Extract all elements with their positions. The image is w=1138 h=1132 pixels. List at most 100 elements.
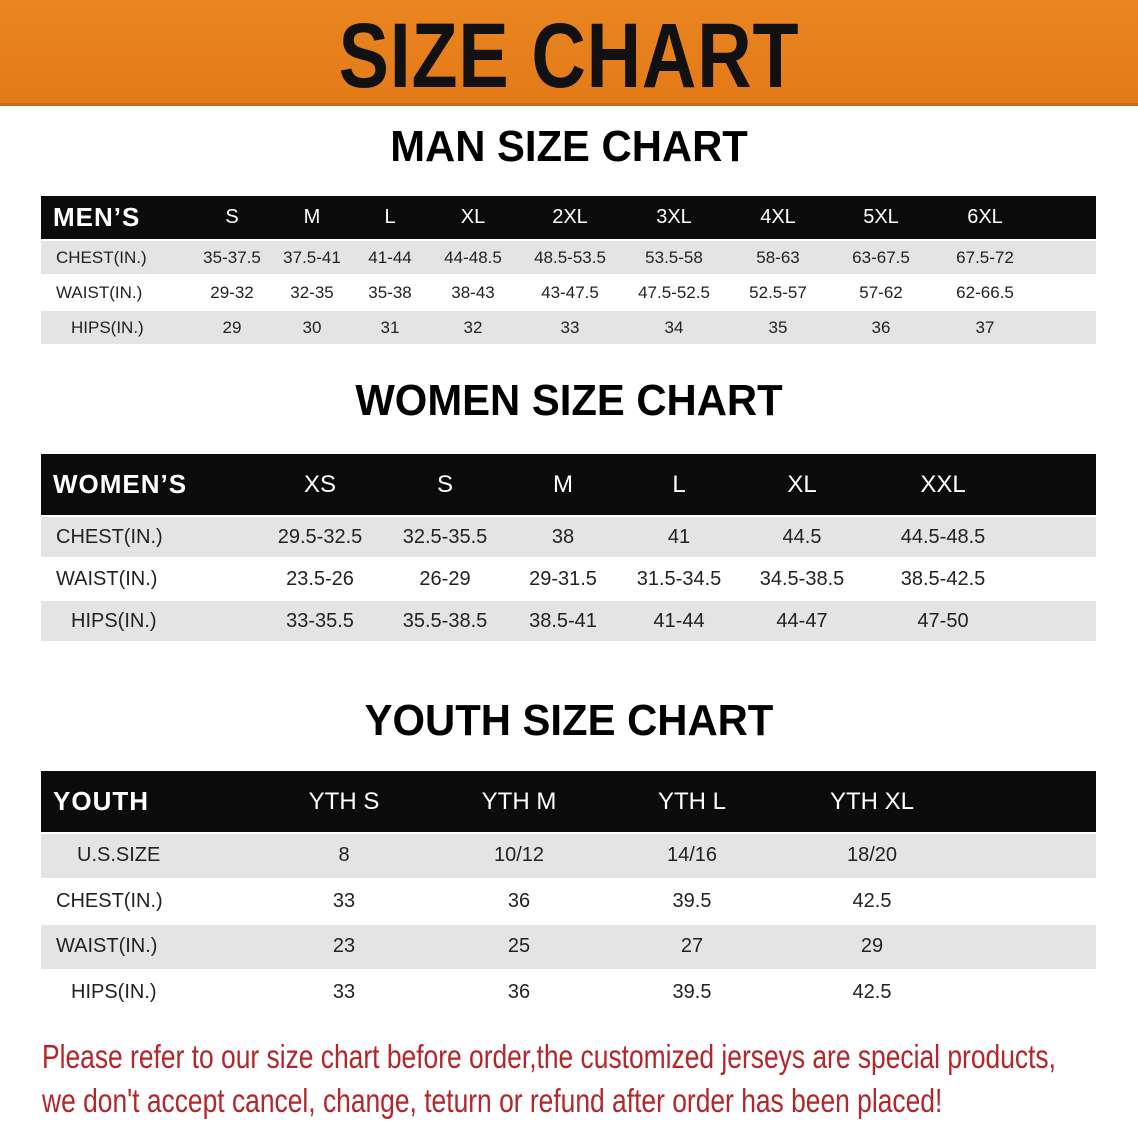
size-header: L (672, 470, 686, 498)
table-cell: 29-32 (210, 282, 254, 302)
disclaimer-line-2: we don't accept cancel, change, teturn o… (42, 1082, 943, 1119)
table-cell: 36 (507, 980, 531, 1003)
table-cell: 29 (222, 317, 242, 337)
table-cell: 48.5-53.5 (534, 247, 606, 267)
table-cell: 29-31.5 (529, 567, 597, 590)
size-header: S (225, 206, 239, 228)
table-row: WAIST(IN.) 23.5-26 26-29 29-31.5 31.5-34.5 34… (41, 559, 1096, 599)
table-title-cell: WOMEN’S (53, 469, 188, 499)
size-header: XXL (920, 470, 966, 498)
table-cell: 23.5-26 (286, 567, 354, 590)
table-cell: 35-37.5 (203, 247, 261, 267)
table-row: CHEST(IN.) 35-37.5 37.5-41 41-44 44-48.5 48.5… (41, 241, 1096, 274)
table-cell: 31 (380, 317, 400, 337)
table-cell: 32 (463, 317, 483, 337)
table-cell: 33 (560, 317, 580, 337)
table-title-cell: YOUTH (53, 786, 149, 816)
size-header: YTH XL (829, 787, 915, 815)
table-cell: 35-38 (368, 282, 412, 302)
table-row: HIPS(IN.) 33 36 39.5 42.5 (41, 970, 1096, 1014)
table-cell: 30 (302, 317, 322, 337)
table-cell: 53.5-58 (645, 247, 703, 267)
women-section-title: WOMEN SIZE CHART (355, 376, 783, 425)
table-row: CHEST(IN.) 33 36 39.5 42.5 (41, 879, 1096, 923)
table-header-row: YOUTH YTH S YTH M YTH L YTH XL (41, 771, 1096, 832)
table-cell: 10/12 (493, 844, 545, 867)
measurement-label: WAIST(IN.) (56, 935, 158, 958)
measurement-label: WAIST(IN.) (56, 282, 143, 302)
table-cell: 47.5-52.5 (638, 282, 710, 302)
table-row: WAIST(IN.) 23 25 27 29 (41, 925, 1096, 969)
table-cell: 27 (680, 935, 704, 958)
table-cell: 35.5-38.5 (402, 609, 488, 632)
table-cell: 41-44 (653, 609, 705, 632)
youth-section-title: YOUTH SIZE CHART (364, 696, 774, 745)
size-header: 2XL (552, 206, 588, 228)
table-cell: 33 (332, 889, 356, 912)
size-header: YTH S (308, 787, 380, 815)
table-cell: 44.5 (782, 525, 822, 548)
table-cell: 38.5-42.5 (900, 567, 986, 590)
table-cell: 38.5-41 (529, 609, 597, 632)
table-cell: 43-47.5 (541, 282, 599, 302)
table-cell: 8 (338, 844, 350, 867)
size-header: YTH M (481, 787, 557, 815)
table-cell: 32.5-35.5 (402, 525, 488, 548)
table-cell: 42.5 (852, 980, 892, 1003)
table-title-cell: MEN’S (53, 202, 141, 232)
table-cell: 33-35.5 (286, 609, 354, 632)
measurement-label: CHEST(IN.) (56, 247, 147, 267)
measurement-label: U.S.SIZE (77, 844, 161, 867)
size-header: M (553, 470, 573, 498)
table-cell: 57-62 (859, 282, 903, 302)
table-cell: 42.5 (852, 889, 892, 912)
table-cell: 67.5-72 (956, 247, 1014, 267)
table-header-row: WOMEN’S XS S M L XL XXL (41, 454, 1096, 515)
table-row: HIPS(IN.) 33-35.5 35.5-38.5 38.5-41 41-44 44-… (41, 601, 1096, 641)
size-header: 5XL (863, 206, 899, 228)
table-cell: 33 (332, 980, 356, 1003)
table-cell: 32-35 (290, 282, 334, 302)
measurement-label: WAIST(IN.) (56, 567, 158, 590)
table-cell: 26-29 (419, 567, 471, 590)
table-cell: 18/20 (846, 844, 898, 867)
size-header: XS (303, 470, 337, 498)
measurement-label: HIPS(IN.) (71, 980, 157, 1003)
size-header: 6XL (967, 206, 1003, 228)
table-cell: 35 (768, 317, 788, 337)
table-cell: 29 (860, 935, 884, 958)
table-cell: 34 (664, 317, 684, 337)
table-cell: 41-44 (368, 247, 412, 267)
measurement-label: CHEST(IN.) (56, 525, 163, 548)
table-cell: 14/16 (666, 844, 718, 867)
banner: SIZE CHART (0, 0, 1138, 107)
table-cell: 29.5-32.5 (277, 525, 363, 548)
table-cell: 37 (975, 317, 995, 337)
size-header: XL (787, 470, 817, 498)
measurement-label: HIPS(IN.) (71, 317, 144, 337)
table-cell: 47-50 (917, 609, 969, 632)
table-row: CHEST(IN.) 29.5-32.5 32.5-35.5 38 41 44.5 44.5… (41, 517, 1096, 557)
table-cell: 25 (507, 935, 531, 958)
table-cell: 62-66.5 (956, 282, 1014, 302)
size-header: M (303, 206, 321, 228)
size-header: 4XL (760, 206, 796, 228)
table-cell: 36 (507, 889, 531, 912)
size-header: L (384, 206, 396, 228)
table-cell: 23 (332, 935, 356, 958)
table-cell: 34.5-38.5 (759, 567, 845, 590)
table-cell: 31.5-34.5 (636, 567, 722, 590)
table-cell: 39.5 (672, 980, 712, 1003)
table-cell: 44.5-48.5 (900, 525, 986, 548)
table-cell: 37.5-41 (283, 247, 341, 267)
size-header: 3XL (656, 206, 692, 228)
size-header: S (436, 470, 454, 498)
table-cell: 44-47 (776, 609, 828, 632)
table-cell: 58-63 (756, 247, 800, 267)
table-row: HIPS(IN.) 29 30 31 32 33 34 35 36 37 (41, 311, 1096, 344)
table-cell: 36 (871, 317, 891, 337)
table-cell: 44-48.5 (444, 247, 502, 267)
banner-title: SIZE CHART (338, 5, 800, 107)
men-section-title: MAN SIZE CHART (390, 122, 748, 171)
size-header: XL (460, 206, 486, 228)
